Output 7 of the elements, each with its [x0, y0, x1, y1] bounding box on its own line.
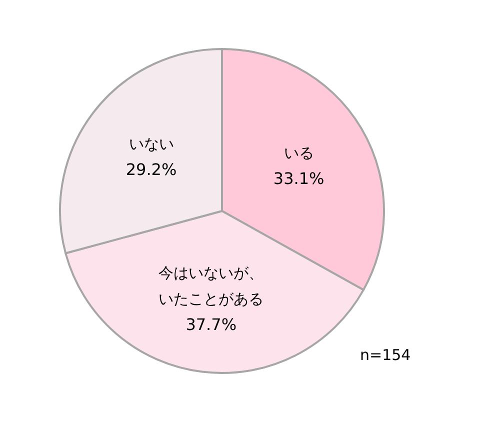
slice-label: いる [284, 142, 314, 164]
slice-label: いない [128, 134, 174, 155]
text: n=154 [360, 346, 411, 364]
data-label: 33.1% [273, 168, 324, 190]
data-label: 29.2% [126, 158, 177, 181]
data-label: 37.7% [186, 314, 237, 336]
slice-label: 今はいないが、いたことがある [158, 263, 265, 310]
